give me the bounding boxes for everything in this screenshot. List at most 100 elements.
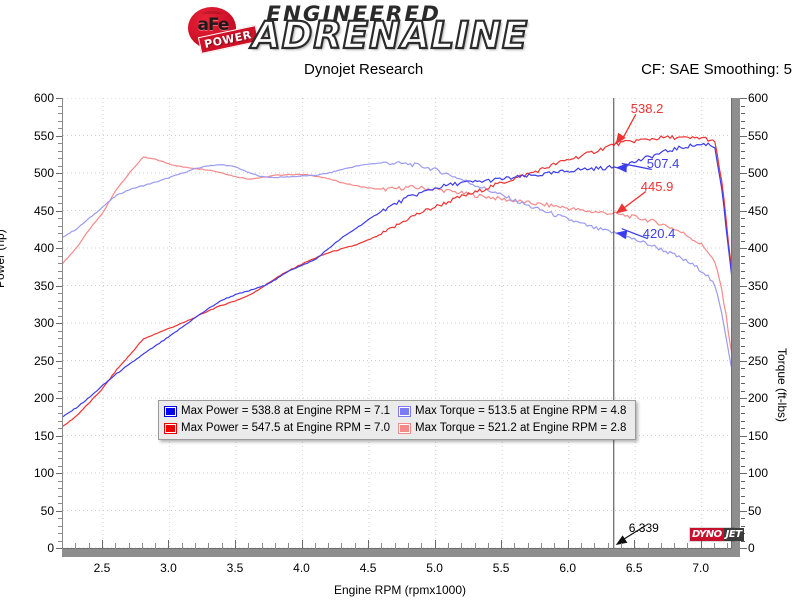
y-axis-left-tick-label: 200	[33, 391, 54, 405]
y-axis-minor-tick	[58, 450, 62, 452]
y-axis-minor-tick	[58, 330, 62, 332]
dynojet-watermark: DYNO JET	[690, 528, 744, 541]
series-line	[63, 142, 735, 418]
y-axis-minor-tick	[58, 308, 62, 309]
y-axis-right-tick-label: 550	[748, 128, 769, 143]
y-axis-minor-tick	[741, 165, 745, 167]
x-axis-minor-tick	[487, 543, 489, 549]
y-axis-minor-tick	[58, 495, 62, 497]
x-axis-minor-tick	[727, 543, 729, 549]
x-axis-tick-mark	[234, 540, 236, 549]
chart-header: Dynojet Research CF: SAE Smoothing: 5	[0, 60, 800, 84]
x-axis-minor-tick	[580, 543, 582, 549]
x-axis-minor-tick	[88, 543, 90, 549]
legend-torque-row[interactable]: Max Torque = 513.5 at Engine RPM = 4.8	[396, 403, 632, 420]
x-axis-minor-tick	[607, 543, 609, 549]
y-axis-minor-tick	[58, 353, 62, 354]
y-axis-minor-tick	[741, 413, 745, 414]
y-axis-minor-tick	[58, 413, 62, 414]
y-axis-left-tick-mark	[56, 323, 62, 324]
y-axis-right-tick-mark	[740, 548, 747, 549]
y-axis-minor-tick	[58, 300, 62, 302]
y-axis-minor-tick	[58, 120, 62, 122]
x-axis-minor-tick	[141, 543, 143, 549]
x-axis-minor-tick	[687, 543, 689, 549]
y-axis-left-tick-label: 300	[33, 316, 54, 330]
dyno-chart: Power (hp) Torque (ft-lbs) Engine RPM (r…	[0, 88, 800, 600]
y-axis-minor-tick	[741, 330, 745, 332]
x-axis-minor-tick	[341, 543, 343, 549]
y-axis-minor-tick	[741, 375, 745, 377]
y-axis-minor-tick	[58, 420, 62, 422]
x-axis-minor-tick	[407, 543, 409, 549]
chart-legend[interactable]: Max Power = 538.8 at Engine RPM = 7.1 Max…	[158, 400, 637, 440]
y-axis-right-tick-label: 250	[748, 353, 769, 368]
y-axis-minor-tick	[58, 480, 62, 482]
y-axis-left-tick-mark	[56, 510, 62, 512]
y-axis-minor-tick	[741, 525, 745, 527]
legend-power-row[interactable]: Max Power = 538.8 at Engine RPM = 7.1	[162, 403, 396, 420]
y-axis-left-tick-mark	[56, 135, 62, 137]
y-axis-minor-tick	[741, 540, 745, 542]
x-axis-tick-label: 7.0	[692, 561, 710, 575]
x-axis-minor-tick	[115, 543, 117, 549]
x-axis-minor-tick	[261, 543, 263, 549]
y-axis-minor-tick	[741, 195, 745, 197]
legend-label: Max Torque = 513.5 at Engine RPM = 4.8	[415, 405, 627, 417]
y-axis-right-tick-label: 100	[748, 466, 769, 480]
x-axis-minor-tick	[181, 543, 183, 549]
y-axis-minor-tick	[58, 255, 62, 257]
x-axis-tick-label: 6.0	[559, 561, 576, 575]
y-axis-minor-tick	[58, 390, 62, 392]
y-axis-minor-tick	[58, 225, 62, 227]
y-axis-left-tick-mark	[56, 435, 62, 437]
y-axis-right-tick-mark	[740, 323, 747, 324]
x-axis-tick-mark	[168, 540, 170, 549]
annotation-arrows	[615, 114, 652, 545]
y-axis-minor-tick	[741, 120, 745, 122]
y-axis-right-tick-label: 600	[748, 91, 769, 105]
x-axis-minor-tick	[75, 543, 77, 549]
y-axis-minor-tick	[741, 450, 745, 452]
y-axis-right-tick-label: 200	[748, 391, 769, 405]
y-axis-minor-tick	[741, 345, 745, 347]
y-axis-minor-tick	[58, 113, 62, 114]
y-axis-left-tick-mark	[56, 548, 62, 549]
x-axis-tick-label: 4.0	[293, 561, 310, 575]
y-axis-minor-tick	[58, 443, 62, 444]
x-axis-tick-label: 3.5	[226, 561, 244, 575]
y-axis-minor-tick	[741, 383, 745, 384]
y-axis-minor-tick	[58, 375, 62, 377]
y-axis-minor-tick	[58, 383, 62, 384]
y-axis-minor-tick	[58, 533, 62, 534]
afe-logo-circle	[188, 7, 236, 49]
legend-label: Max Power = 538.8 at Engine RPM = 7.1	[181, 405, 391, 417]
y-axis-minor-tick	[741, 270, 745, 272]
y-axis-minor-tick	[58, 188, 62, 189]
legend-power-row[interactable]: Max Power = 547.5 at Engine RPM = 7.0	[162, 420, 396, 437]
y-axis-right-tick-label: 500	[748, 166, 769, 180]
y-axis-minor-tick	[741, 203, 745, 204]
x-axis-minor-tick	[62, 543, 63, 549]
y-axis-minor-tick	[741, 353, 745, 354]
legend-color-swatch	[164, 423, 177, 434]
y-axis-minor-tick	[58, 218, 62, 219]
y-axis-left-tick-label: 600	[33, 91, 54, 105]
watermark-jet: JET	[723, 528, 744, 541]
x-axis-minor-tick	[195, 543, 197, 549]
cursor-readout-value: 445.9	[640, 178, 674, 194]
y-axis-minor-tick	[58, 503, 62, 504]
y-axis-left-tick-mark	[56, 248, 62, 249]
legend-torque-row[interactable]: Max Torque = 521.2 at Engine RPM = 2.8	[396, 420, 632, 437]
page-title: Dynojet Research	[304, 61, 424, 78]
y-axis-minor-tick	[58, 518, 62, 519]
cursor-readout-value: 507.4	[646, 156, 680, 172]
x-axis-tick-label: 6.5	[625, 561, 643, 575]
x-axis-tick-mark	[101, 540, 103, 549]
plot-area	[62, 98, 735, 548]
x-axis-tick-label: 4.5	[359, 561, 377, 575]
legend-label: Max Torque = 521.2 at Engine RPM = 2.8	[415, 422, 627, 434]
y-axis-left-tick-mark	[56, 173, 62, 174]
x-axis-minor-tick	[274, 543, 276, 549]
cursor-readout-value: 538.2	[630, 101, 664, 117]
